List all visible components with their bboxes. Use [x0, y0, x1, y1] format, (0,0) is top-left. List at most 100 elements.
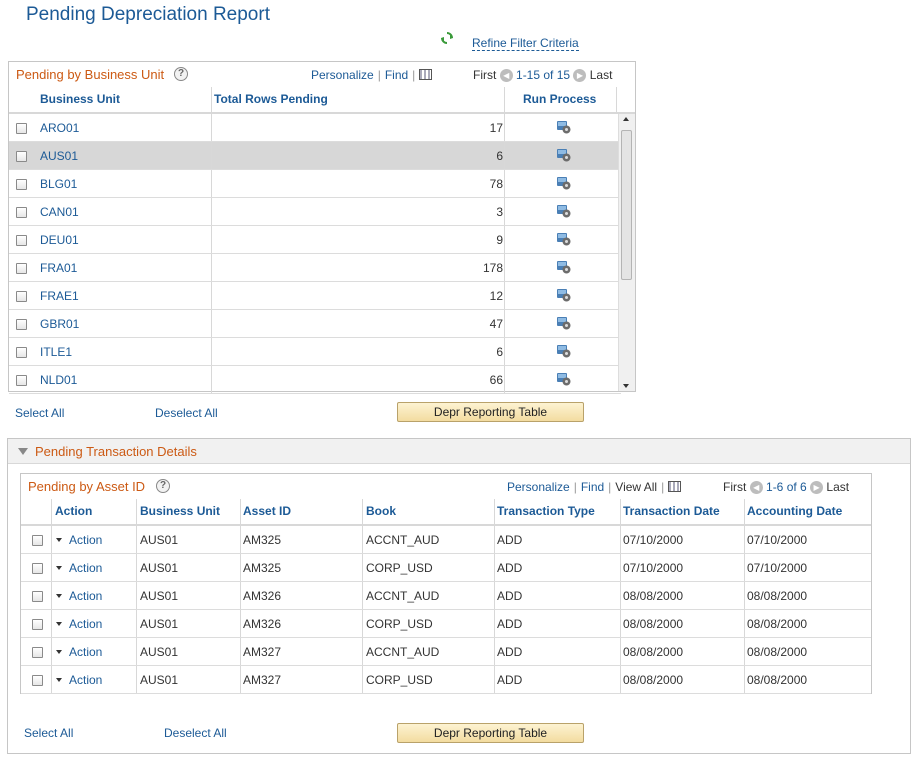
- collapse-triangle-icon[interactable]: [18, 448, 28, 455]
- select-all-link[interactable]: Select All: [15, 406, 65, 420]
- select-all-link[interactable]: Select All: [24, 726, 74, 740]
- run-process-gear-icon[interactable]: [557, 260, 571, 274]
- col-total-rows-pending[interactable]: Total Rows Pending: [214, 92, 328, 106]
- chevron-down-icon[interactable]: [56, 650, 62, 654]
- scrollbar-thumb[interactable]: [621, 130, 632, 280]
- business-unit-link[interactable]: GBR01: [40, 317, 80, 331]
- section-title[interactable]: Pending Transaction Details: [35, 444, 197, 459]
- run-process-gear-icon[interactable]: [557, 316, 571, 330]
- grid-view-icon[interactable]: [668, 481, 682, 492]
- pending-by-asset-id-grid: Pending by Asset ID ? Personalize | Find | V…: [20, 473, 872, 694]
- run-process-gear-icon[interactable]: [557, 232, 571, 246]
- chevron-down-icon[interactable]: [56, 594, 62, 598]
- deselect-all-link[interactable]: Deselect All: [164, 726, 227, 740]
- run-process-gear-icon[interactable]: [557, 176, 571, 190]
- scroll-down-icon[interactable]: [623, 384, 629, 388]
- run-process-gear-icon[interactable]: [557, 288, 571, 302]
- chevron-down-icon[interactable]: [56, 566, 62, 570]
- find-link[interactable]: Find: [580, 480, 605, 494]
- next-icon[interactable]: ▶: [573, 69, 587, 83]
- row-checkbox[interactable]: [16, 263, 27, 274]
- business-unit-link[interactable]: DEU01: [40, 233, 79, 247]
- column-divider: [744, 554, 745, 581]
- run-process-gear-icon[interactable]: [557, 372, 571, 386]
- previous-icon[interactable]: ◀: [749, 481, 763, 495]
- asset-id: AM326: [243, 617, 282, 631]
- chevron-down-icon[interactable]: [56, 622, 62, 626]
- col-book[interactable]: Book: [366, 504, 396, 518]
- next-icon[interactable]: ▶: [810, 481, 824, 495]
- refine-filter-criteria-link[interactable]: Refine Filter Criteria: [472, 36, 579, 51]
- action-menu-link[interactable]: Action: [69, 589, 103, 603]
- run-process-gear-icon[interactable]: [557, 204, 571, 218]
- business-unit-link[interactable]: ITLE1: [40, 345, 73, 359]
- action-menu-link[interactable]: Action: [69, 645, 103, 659]
- column-divider: [136, 610, 137, 637]
- business-unit-link[interactable]: FRAE1: [40, 289, 79, 303]
- action-menu-link[interactable]: Action: [69, 561, 103, 575]
- row-checkbox[interactable]: [16, 347, 27, 358]
- row-checkbox[interactable]: [16, 123, 27, 134]
- vertical-scrollbar[interactable]: [618, 114, 635, 391]
- depr-reporting-table-button[interactable]: Depr Reporting Table: [397, 402, 584, 422]
- deselect-all-link[interactable]: Deselect All: [155, 406, 218, 420]
- chevron-down-icon[interactable]: [56, 538, 62, 542]
- column-divider: [136, 638, 137, 665]
- find-link[interactable]: Find: [384, 68, 409, 82]
- col-asset-id[interactable]: Asset ID: [243, 504, 292, 518]
- business-unit-link[interactable]: ARO01: [40, 121, 80, 135]
- col-business-unit[interactable]: Business Unit: [40, 92, 121, 106]
- business-unit-link[interactable]: AUS01: [40, 149, 79, 163]
- business-unit-link[interactable]: NLD01: [40, 373, 78, 387]
- row-checkbox[interactable]: [32, 535, 43, 546]
- scroll-up-icon[interactable]: [623, 117, 629, 121]
- row-checkbox[interactable]: [32, 563, 43, 574]
- row-checkbox[interactable]: [32, 619, 43, 630]
- action-menu-link[interactable]: Action: [69, 673, 103, 687]
- column-divider: [136, 582, 137, 609]
- section-header[interactable]: Pending Transaction Details: [8, 439, 910, 464]
- column-divider: [51, 666, 52, 693]
- run-process-gear-icon[interactable]: [557, 148, 571, 162]
- business-unit-link[interactable]: CAN01: [40, 205, 79, 219]
- action-menu-link[interactable]: Action: [69, 533, 103, 547]
- business-unit-link[interactable]: FRA01: [40, 261, 78, 275]
- row-checkbox[interactable]: [16, 319, 27, 330]
- accounting-date: 08/08/2000: [747, 673, 808, 687]
- row-checkbox[interactable]: [16, 179, 27, 190]
- depr-reporting-table-button[interactable]: Depr Reporting Table: [397, 723, 584, 743]
- col-transaction-type[interactable]: Transaction Type: [497, 504, 595, 518]
- column-divider: [494, 610, 495, 637]
- asset-id: AM327: [243, 645, 282, 659]
- business-unit-link[interactable]: BLG01: [40, 177, 78, 191]
- col-business-unit[interactable]: Business Unit: [140, 504, 221, 518]
- personalize-link[interactable]: Personalize: [507, 480, 570, 494]
- row-checkbox[interactable]: [16, 375, 27, 386]
- run-process-gear-icon[interactable]: [557, 344, 571, 358]
- column-divider: [211, 142, 212, 169]
- refresh-icon[interactable]: [440, 31, 454, 45]
- row-checkbox[interactable]: [32, 675, 43, 686]
- personalize-link[interactable]: Personalize: [311, 68, 374, 82]
- column-divider: [211, 198, 212, 225]
- row-checkbox[interactable]: [16, 207, 27, 218]
- col-transaction-date[interactable]: Transaction Date: [623, 504, 720, 518]
- view-all-link[interactable]: View All: [615, 480, 658, 494]
- pending-by-business-unit-grid: Pending by Business Unit ? Personalize | F…: [8, 61, 636, 394]
- row-checkbox[interactable]: [16, 291, 27, 302]
- row-checkbox[interactable]: [32, 591, 43, 602]
- chevron-down-icon[interactable]: [56, 678, 62, 682]
- help-icon[interactable]: ?: [156, 479, 170, 493]
- row-checkbox[interactable]: [32, 647, 43, 658]
- grid-header: Pending by Asset ID ? Personalize | Find | V…: [21, 474, 871, 500]
- business-unit: AUS01: [140, 673, 179, 687]
- accounting-date: 08/08/2000: [747, 645, 808, 659]
- previous-icon[interactable]: ◀: [499, 69, 513, 83]
- action-menu-link[interactable]: Action: [69, 617, 103, 631]
- help-icon[interactable]: ?: [174, 67, 188, 81]
- row-checkbox[interactable]: [16, 151, 27, 162]
- run-process-gear-icon[interactable]: [557, 120, 571, 134]
- row-checkbox[interactable]: [16, 235, 27, 246]
- grid-view-icon[interactable]: [419, 69, 433, 80]
- col-accounting-date[interactable]: Accounting Date: [747, 504, 843, 518]
